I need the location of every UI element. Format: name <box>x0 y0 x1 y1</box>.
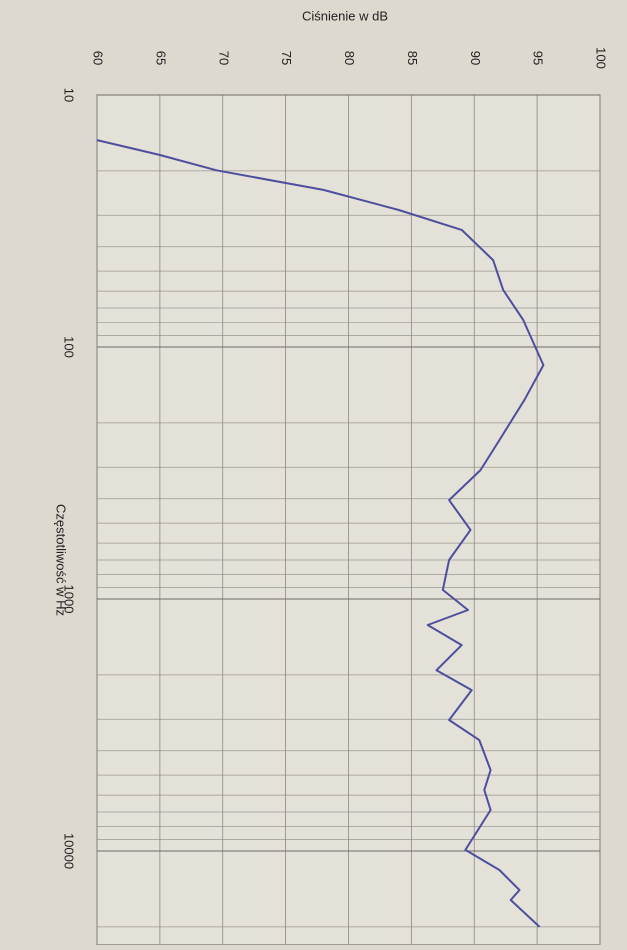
y-tick-label: 70 <box>216 51 231 65</box>
y-tick-label: 75 <box>279 51 294 65</box>
y-tick-label: 95 <box>531 51 546 65</box>
y-axis-title: Ciśnienie w dB <box>302 8 388 23</box>
y-tick-label: 100 <box>594 47 609 69</box>
x-tick-label: 10000 <box>62 833 77 869</box>
x-tick-label: 1000 <box>62 585 77 614</box>
y-tick-label: 60 <box>91 51 106 65</box>
x-tick-label: 100 <box>62 336 77 358</box>
x-axis-title: Częstotliwość w Hz <box>54 504 69 616</box>
y-tick-label: 65 <box>153 51 168 65</box>
y-tick-label: 85 <box>405 51 420 65</box>
x-tick-label: 10 <box>62 88 77 102</box>
data-line <box>96 139 545 928</box>
y-tick-label: 90 <box>468 51 483 65</box>
y-tick-label: 80 <box>342 51 357 65</box>
